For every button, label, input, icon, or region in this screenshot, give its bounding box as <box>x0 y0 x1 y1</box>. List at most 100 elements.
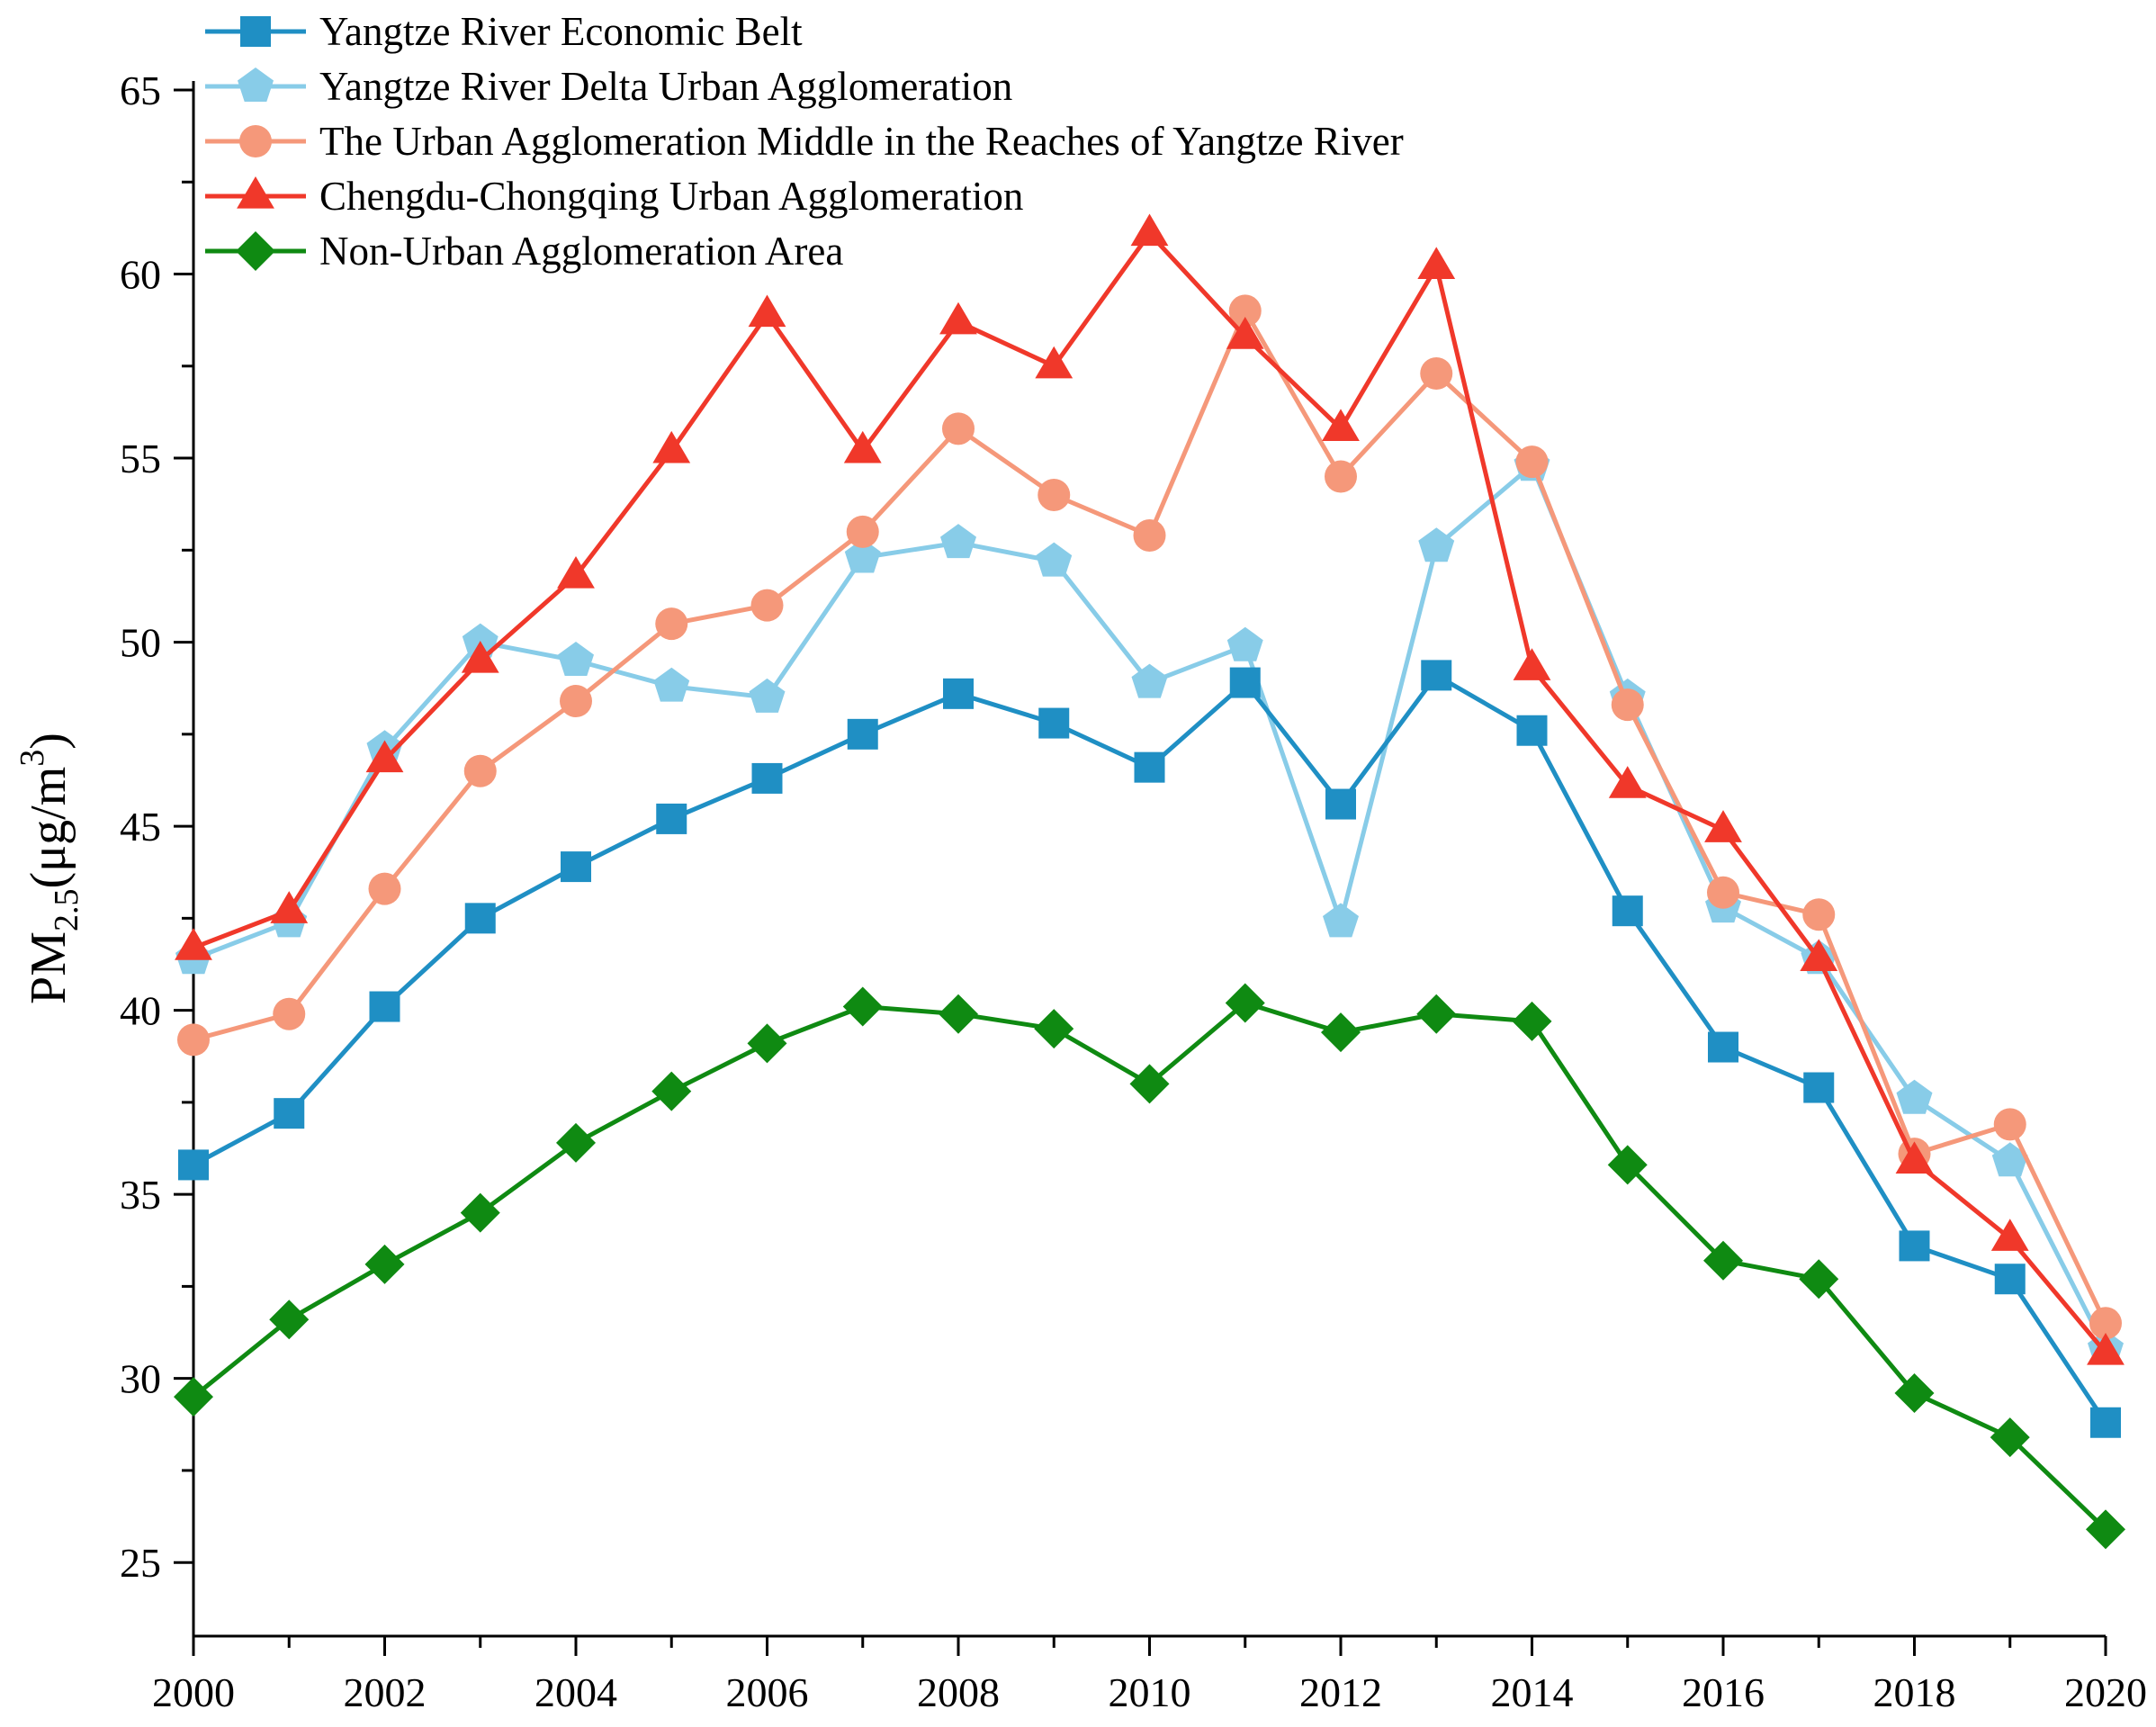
data-point <box>1896 1079 1933 1114</box>
data-point <box>2089 1307 2122 1340</box>
data-point <box>1420 356 1453 390</box>
data-point <box>1608 766 1647 798</box>
x-tick-label: 2016 <box>1682 1669 1765 1715</box>
data-point <box>1512 1001 1552 1041</box>
data-point <box>177 1023 210 1057</box>
data-point <box>464 903 496 934</box>
data-point <box>1416 994 1457 1034</box>
data-point <box>1703 1240 1743 1281</box>
data-point <box>462 623 499 658</box>
data-point <box>1704 810 1742 842</box>
data-point <box>1131 663 1168 698</box>
data-point <box>1130 213 1169 247</box>
data-point <box>1226 626 1263 661</box>
data-point <box>1418 527 1455 562</box>
axes: 25 30 35 40 45 50 55 60 65 2000 2002 2004 2006 2008 20… <box>120 67 2147 1715</box>
x-tick-label: 2012 <box>1299 1669 1382 1715</box>
data-point <box>846 515 879 548</box>
data-point <box>1800 939 1838 971</box>
data-point <box>461 641 499 673</box>
legend-marker <box>239 125 272 157</box>
data-point <box>1321 1012 1361 1053</box>
series-triangle <box>175 213 2125 1365</box>
data-point <box>1899 1230 1930 1262</box>
legend-marker <box>240 16 271 47</box>
series-layer <box>174 213 2125 1550</box>
y-axis-title: PM2.5(μg/m3) <box>13 733 85 1004</box>
data-point <box>653 667 690 702</box>
data-point <box>1325 788 1356 820</box>
data-point <box>1036 542 1073 577</box>
x-tick-label: 2006 <box>726 1669 809 1715</box>
x-tick-label: 2000 <box>152 1669 235 1715</box>
y-axis-title-subscript: 2.5 <box>48 889 85 932</box>
data-point <box>2087 1333 2125 1365</box>
data-point <box>1035 346 1074 379</box>
data-point <box>1038 707 1070 739</box>
data-point <box>1325 460 1357 493</box>
data-point <box>560 685 592 718</box>
data-point <box>942 412 975 445</box>
data-point <box>1799 1259 1839 1300</box>
data-point <box>174 1377 213 1417</box>
data-point <box>655 607 688 641</box>
y-tick-label: 35 <box>120 1172 161 1218</box>
data-point <box>269 1300 310 1340</box>
series-diamond <box>174 983 2125 1550</box>
data-point <box>1515 445 1549 479</box>
data-point <box>558 642 594 676</box>
data-point <box>1802 898 1836 931</box>
data-point <box>274 1098 305 1129</box>
data-point <box>175 928 212 960</box>
legend-label: Yangtze River Economic Belt <box>319 9 803 54</box>
legend-marker <box>237 176 274 209</box>
y-axis-title-superscript: 3 <box>13 750 51 767</box>
series-circle <box>177 294 2122 1340</box>
data-point <box>364 1244 405 1284</box>
data-point <box>1991 1142 2028 1177</box>
data-point <box>368 872 401 905</box>
series-line <box>192 672 2108 1425</box>
y-tick-label: 45 <box>120 804 161 850</box>
data-point <box>1323 903 1359 938</box>
y-axis-title-prefix: PM <box>21 931 76 1004</box>
data-point <box>1421 660 1452 691</box>
y-tick-label: 65 <box>120 67 161 113</box>
legend-marker <box>236 231 275 271</box>
data-point <box>656 803 687 834</box>
data-point <box>939 994 978 1034</box>
data-point <box>1038 478 1071 511</box>
y-tick-label: 25 <box>120 1540 161 1586</box>
data-point <box>273 997 306 1030</box>
data-point <box>1990 1417 2030 1458</box>
legend-label: Non-Urban Agglomeration Area <box>319 229 843 274</box>
data-point <box>561 851 591 883</box>
x-tick-label: 2004 <box>535 1669 617 1715</box>
data-point <box>843 430 882 463</box>
data-point <box>1229 667 1261 698</box>
data-point <box>2090 1407 2121 1438</box>
y-tick-label: 40 <box>120 988 161 1034</box>
data-point <box>1226 317 1264 349</box>
data-point <box>842 986 883 1027</box>
data-point <box>751 762 783 794</box>
data-point <box>1034 1009 1074 1049</box>
data-point <box>2086 1509 2125 1550</box>
data-point <box>747 1023 787 1064</box>
data-point <box>1417 247 1456 279</box>
data-point <box>460 1192 500 1233</box>
data-point <box>270 891 309 923</box>
data-point <box>1708 1031 1738 1063</box>
data-point <box>1129 1064 1170 1104</box>
x-tick-label: 2018 <box>1873 1669 1956 1715</box>
data-point <box>365 740 404 773</box>
series-square <box>178 660 2121 1438</box>
legend-label: Yangtze River Delta Urban Agglomeration <box>319 64 1012 109</box>
data-point <box>943 678 974 709</box>
data-point <box>847 718 878 750</box>
x-tick-label: 2010 <box>1109 1669 1191 1715</box>
data-point <box>651 1071 692 1111</box>
legend: Yangtze River Economic Belt Yangtze River… <box>205 9 1404 274</box>
data-point <box>1133 518 1166 552</box>
